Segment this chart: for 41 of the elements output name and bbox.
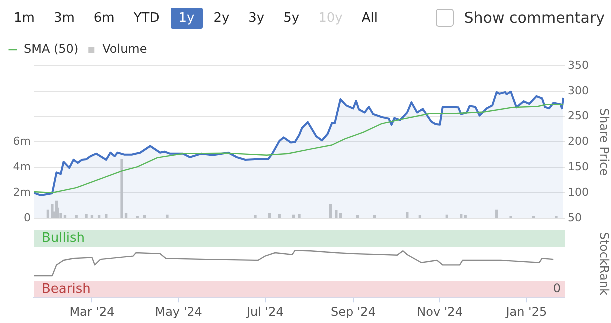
text: 2y bbox=[212, 10, 231, 28]
x-tick-label: Jan '25 bbox=[505, 304, 548, 319]
bar bbox=[298, 214, 301, 218]
bar bbox=[120, 159, 124, 218]
y2-tick-label: 150 bbox=[568, 160, 589, 174]
y2-tick-label: 100 bbox=[568, 186, 589, 199]
x-tick-label: Jul '24 bbox=[246, 304, 284, 319]
text: All bbox=[360, 10, 379, 28]
legend-label: Volume bbox=[102, 42, 148, 56]
text: 1m bbox=[13, 10, 36, 28]
y2-tick-label: 300 bbox=[568, 84, 589, 98]
y2-axis-title: Share Price bbox=[598, 108, 611, 176]
bar bbox=[254, 216, 257, 218]
bar bbox=[166, 214, 169, 218]
bar bbox=[329, 204, 332, 218]
text: Show commentary bbox=[464, 9, 605, 27]
bar bbox=[85, 214, 88, 218]
legend-label: SMA (50) bbox=[24, 42, 79, 56]
y2-tick-label: 50 bbox=[568, 211, 582, 224]
x-tick-label: May '24 bbox=[155, 304, 202, 319]
y-tick-label: 2m bbox=[13, 186, 31, 199]
x-tick-label: Nov '24 bbox=[417, 304, 463, 319]
band-label: Bullish bbox=[42, 231, 86, 246]
y2-tick-label: 200 bbox=[568, 135, 589, 148]
y-tick-label: 4m bbox=[13, 160, 31, 174]
band-label: Bearish bbox=[42, 282, 91, 297]
annotation: 0 bbox=[553, 282, 561, 296]
y2-axis-title: StockRank bbox=[598, 232, 611, 296]
y-tick-label: 6m bbox=[13, 135, 31, 148]
y2-tick-label: 250 bbox=[568, 110, 589, 123]
y2-tick-label: 350 bbox=[568, 58, 589, 72]
text: 5y bbox=[282, 10, 301, 28]
text: 3y bbox=[248, 10, 266, 28]
text: 6m bbox=[92, 10, 116, 28]
text: YTD bbox=[132, 10, 161, 28]
text: 1y bbox=[170, 8, 203, 28]
x-tick-label: Sep '24 bbox=[330, 304, 376, 319]
text: 3m bbox=[52, 10, 76, 28]
y-tick-label: 0 bbox=[24, 211, 31, 224]
x-tick-label: Mar '24 bbox=[70, 304, 115, 319]
bar bbox=[335, 210, 338, 218]
